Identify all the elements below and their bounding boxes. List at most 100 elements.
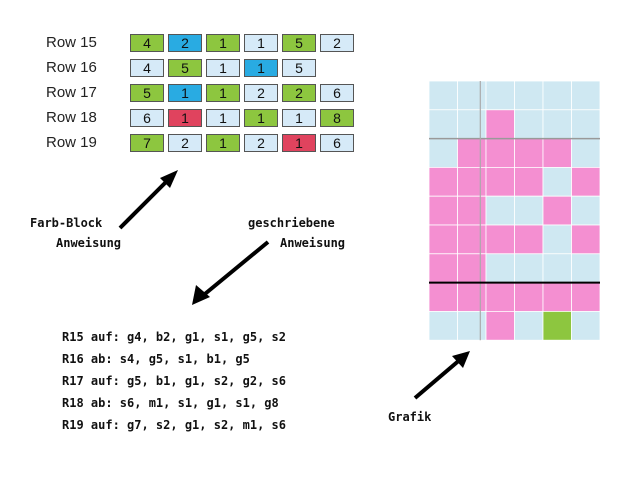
geschriebene-label: geschriebene	[248, 216, 335, 230]
grafik-cell	[428, 109, 458, 140]
grafik-cell	[571, 138, 601, 168]
color-block-cell: 1	[244, 109, 278, 127]
grafik-cell	[428, 282, 458, 312]
row-label: Row 16	[46, 59, 97, 76]
farb-block-label: Farb-Block	[30, 216, 103, 230]
grafik-cell	[542, 310, 572, 341]
grafik-cell	[485, 310, 515, 341]
grafik-cell	[485, 224, 515, 255]
color-block-cell: 2	[244, 134, 278, 152]
grafik-cell	[457, 166, 487, 197]
grafik-cell	[514, 253, 544, 284]
grafik-cells	[428, 80, 601, 341]
grafik-cell	[514, 80, 544, 111]
color-block-cell: 1	[206, 109, 240, 127]
grafik-cell	[457, 138, 487, 168]
color-block-cell: 1	[244, 59, 278, 77]
color-block-cell: 7	[130, 134, 164, 152]
color-block-cell: 1	[206, 134, 240, 152]
grafik-cell	[542, 166, 572, 197]
grafik-cell	[485, 80, 515, 111]
grafik-cell	[514, 109, 544, 140]
instruction-r17: R17 auf: g5, b1, g1, s2, g2, s6	[62, 374, 286, 388]
arrow-grafik	[413, 351, 470, 400]
grafik-cell	[428, 310, 458, 341]
row-label: Row 18	[46, 109, 97, 126]
grafik-cell	[514, 310, 544, 341]
grafik-cell	[514, 224, 544, 255]
arrow-geschriebene	[192, 240, 270, 305]
grafik-cell	[571, 310, 601, 341]
grafik-cell	[514, 166, 544, 197]
row-label: Row 15	[46, 34, 97, 51]
grafik-cell	[457, 253, 487, 284]
grafik-cell	[428, 80, 458, 111]
grafik-cell	[457, 310, 487, 341]
grafik-cell	[542, 138, 572, 168]
color-block-cell: 6	[320, 134, 354, 152]
color-block-cell: 1	[206, 84, 240, 102]
row-label: Row 17	[46, 84, 97, 101]
grafik-cell	[485, 195, 515, 226]
farb-block-label-2: Anweisung	[56, 236, 122, 250]
grafik-cell	[571, 224, 601, 255]
grafik-cell	[571, 166, 601, 197]
grafik-cell	[457, 80, 487, 111]
grafik-cell	[457, 195, 487, 226]
grafik-cell	[457, 109, 487, 140]
grafik-cell	[485, 282, 515, 312]
grafik-cell	[571, 195, 601, 226]
color-block-cell: 5	[168, 59, 202, 77]
color-block-cell: 1	[168, 109, 202, 127]
instruction-r16: R16 ab: s4, g5, s1, b1, g5	[62, 352, 250, 366]
color-block-cell: 5	[282, 34, 316, 52]
grafik-label: Grafik	[388, 410, 432, 424]
color-block-cell: 5	[282, 59, 316, 77]
grafik-cell	[571, 282, 601, 312]
color-block-cell: 4	[130, 59, 164, 77]
grafik-cell	[485, 138, 515, 168]
color-block-cell: 8	[320, 109, 354, 127]
instruction-r15: R15 auf: g4, b2, g1, s1, g5, s2	[62, 330, 286, 344]
grafik-cell	[428, 166, 458, 197]
grafik-cell	[542, 109, 572, 140]
grafik-cell	[514, 282, 544, 312]
geschriebene-label-2: Anweisung	[280, 236, 346, 250]
color-block-cell: 5	[130, 84, 164, 102]
grafik-cell	[485, 166, 515, 197]
color-block-cell: 1	[244, 34, 278, 52]
color-block-cell: 2	[168, 34, 202, 52]
grafik-cell	[457, 282, 487, 312]
grafik-cell	[514, 138, 544, 168]
arrow-farb-block	[118, 170, 178, 230]
grafik-cell	[428, 253, 458, 284]
grafik-cell	[542, 224, 572, 255]
color-block-cell: 1	[206, 34, 240, 52]
instruction-r18: R18 ab: s6, m1, s1, g1, s1, g8	[62, 396, 279, 410]
color-block-cell: 6	[320, 84, 354, 102]
grafik-cell	[457, 224, 487, 255]
color-block-cell: 4	[130, 34, 164, 52]
grafik-cell	[428, 195, 458, 226]
color-block-cell: 2	[282, 84, 316, 102]
grafik-cell	[514, 195, 544, 226]
grafik-cell	[485, 253, 515, 284]
color-block-cell: 1	[168, 84, 202, 102]
grafik-cell	[485, 109, 515, 140]
grafik-cell	[542, 253, 572, 284]
grafik-cell	[428, 138, 458, 168]
color-block-cell: 1	[282, 109, 316, 127]
color-block-cell: 2	[244, 84, 278, 102]
grafik-cell	[542, 80, 572, 111]
instruction-r19: R19 auf: g7, s2, g1, s2, m1, s6	[62, 418, 286, 432]
color-block-cell: 6	[130, 109, 164, 127]
color-block-cell: 2	[320, 34, 354, 52]
color-block-cell: 1	[206, 59, 240, 77]
grafik-cell	[571, 109, 601, 140]
grafik-cell	[542, 282, 572, 312]
row-label: Row 19	[46, 134, 97, 151]
grafik-cell	[571, 253, 601, 284]
color-block-cell: 1	[282, 134, 316, 152]
color-block-cell: 2	[168, 134, 202, 152]
